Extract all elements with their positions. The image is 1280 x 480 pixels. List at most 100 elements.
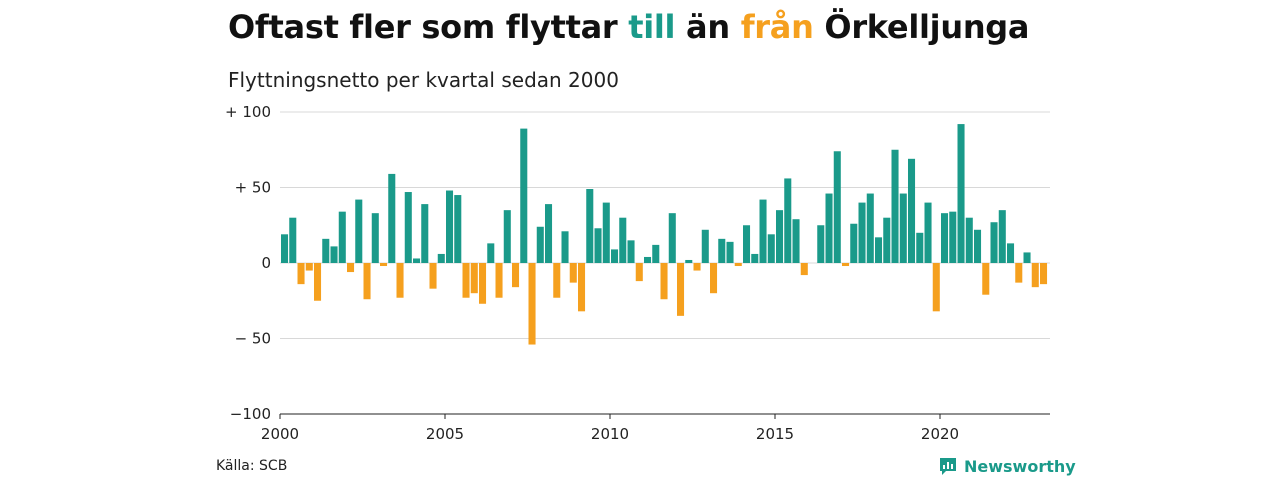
- bar: [520, 128, 528, 263]
- title-part-1: Oftast fler som flyttar: [228, 8, 629, 46]
- title-part-3: Örkelljunga: [813, 8, 1030, 46]
- x-tick-label: 2015: [756, 425, 794, 443]
- bar: [314, 263, 322, 301]
- bar: [891, 149, 899, 263]
- bar: [289, 217, 297, 263]
- bar: [281, 234, 289, 263]
- bar: [677, 263, 685, 316]
- bar: [668, 213, 676, 263]
- bar: [875, 237, 883, 263]
- bar: [998, 210, 1006, 263]
- bar: [974, 229, 982, 263]
- bar: [495, 263, 503, 298]
- bar: [941, 213, 949, 263]
- bar: [965, 217, 973, 263]
- bar: [957, 124, 965, 263]
- bar: [602, 202, 610, 263]
- bar: [990, 222, 998, 263]
- bar: [619, 217, 627, 263]
- bar: [355, 199, 363, 263]
- source-note: Källa: SCB: [216, 458, 288, 474]
- bar: [1015, 263, 1023, 283]
- chart-title: Oftast fler som flyttar till än från Örk…: [228, 8, 1030, 46]
- bar: [800, 263, 808, 276]
- bar: [388, 173, 396, 263]
- bar: [380, 263, 388, 267]
- bar: [627, 240, 635, 263]
- bar: [776, 210, 784, 263]
- brand-name: Newsworthy: [964, 456, 1076, 476]
- bar: [371, 213, 379, 263]
- bar: [825, 193, 833, 263]
- bar: [429, 263, 437, 289]
- bar: [561, 231, 569, 263]
- bar: [421, 204, 429, 263]
- bar: [858, 202, 866, 263]
- x-tick-label: 2020: [921, 425, 959, 443]
- bar: [685, 259, 693, 263]
- bar: [297, 263, 305, 285]
- bar: [594, 228, 602, 263]
- bar: [503, 210, 511, 263]
- bar: [487, 243, 495, 263]
- bar: [330, 246, 338, 263]
- bar: [701, 229, 709, 263]
- bar: [462, 263, 470, 298]
- bar: [404, 192, 412, 263]
- bar: [338, 211, 346, 263]
- bar: [586, 189, 594, 263]
- bar: [363, 263, 371, 300]
- x-tick-label: 2000: [261, 425, 299, 443]
- x-tick-label: 2010: [591, 425, 629, 443]
- y-tick-label: + 100: [225, 103, 271, 121]
- bar: [446, 190, 454, 263]
- bar: [512, 263, 520, 288]
- bar: [932, 263, 940, 312]
- bar: [833, 151, 841, 263]
- bar: [479, 263, 487, 304]
- bar: [924, 202, 932, 263]
- bar: [710, 263, 718, 294]
- bar: [759, 199, 767, 263]
- bar: [693, 263, 701, 271]
- bar: [322, 238, 330, 263]
- bar: [611, 249, 619, 263]
- brand-logo[interactable]: Newsworthy: [938, 456, 1076, 476]
- bar: [545, 204, 553, 263]
- bar: [569, 263, 577, 283]
- bar: [470, 263, 478, 294]
- bar: [1007, 243, 1015, 263]
- y-tick-label: + 50: [235, 179, 271, 197]
- bar: [883, 217, 891, 263]
- x-tick-label: 2005: [426, 425, 464, 443]
- bar: [850, 223, 858, 263]
- bar: [635, 263, 643, 282]
- title-till: till: [628, 8, 676, 46]
- bar: [305, 263, 313, 271]
- bar: [842, 263, 850, 267]
- bar: [437, 253, 445, 263]
- bar: [1040, 263, 1048, 285]
- bar: [718, 238, 726, 263]
- bar: [784, 178, 792, 263]
- bar: [767, 234, 775, 263]
- bar: [982, 263, 990, 295]
- newsworthy-icon: [940, 458, 956, 475]
- bar: [578, 263, 586, 312]
- bar: [528, 263, 536, 345]
- chart-subtitle: Flyttningsnetto per kvartal sedan 2000: [228, 68, 619, 92]
- bar: [817, 225, 825, 263]
- bar: [413, 258, 421, 263]
- bar: [734, 263, 742, 267]
- bar: [1023, 252, 1031, 263]
- bar: [347, 263, 355, 273]
- bar: [644, 256, 652, 263]
- bar: [949, 211, 957, 263]
- bar: [660, 263, 668, 300]
- title-part-2: än: [675, 8, 741, 46]
- y-tick-label: −100: [230, 405, 271, 423]
- bar: [553, 263, 561, 298]
- bar: [396, 263, 404, 298]
- bar: [751, 253, 759, 263]
